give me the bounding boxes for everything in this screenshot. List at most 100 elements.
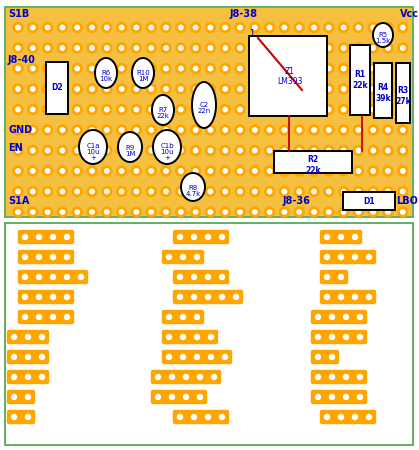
Circle shape (208, 46, 212, 50)
FancyBboxPatch shape (162, 250, 204, 264)
Circle shape (31, 210, 35, 214)
Circle shape (223, 148, 228, 153)
Circle shape (161, 22, 171, 32)
Circle shape (90, 210, 94, 214)
Circle shape (282, 25, 287, 30)
Circle shape (398, 186, 408, 197)
Circle shape (149, 189, 153, 194)
Circle shape (176, 22, 186, 32)
Circle shape (341, 128, 346, 132)
Circle shape (116, 207, 127, 217)
Circle shape (223, 107, 228, 112)
Circle shape (134, 210, 139, 214)
Circle shape (250, 145, 260, 156)
Circle shape (282, 46, 287, 50)
Circle shape (90, 25, 94, 30)
Circle shape (312, 46, 316, 50)
Circle shape (72, 186, 82, 197)
Bar (274, 151, 352, 173)
Circle shape (28, 125, 38, 135)
FancyBboxPatch shape (173, 410, 229, 424)
FancyBboxPatch shape (320, 250, 376, 264)
Text: 1: 1 (249, 30, 255, 39)
Circle shape (75, 107, 79, 112)
Circle shape (31, 148, 35, 153)
Bar (374, 63, 392, 117)
Circle shape (282, 128, 287, 132)
Circle shape (344, 334, 349, 339)
Circle shape (60, 169, 65, 173)
Circle shape (194, 169, 198, 173)
Circle shape (149, 148, 153, 153)
Circle shape (253, 25, 257, 30)
Circle shape (205, 207, 215, 217)
Circle shape (386, 189, 390, 194)
Circle shape (176, 166, 186, 176)
Circle shape (339, 43, 349, 53)
Circle shape (294, 84, 304, 94)
Ellipse shape (192, 82, 216, 128)
Circle shape (116, 22, 127, 32)
Ellipse shape (181, 173, 205, 201)
Ellipse shape (132, 58, 154, 88)
Circle shape (60, 128, 65, 132)
Circle shape (297, 66, 301, 71)
Circle shape (371, 46, 375, 50)
Circle shape (383, 166, 393, 176)
Circle shape (105, 25, 109, 30)
Circle shape (102, 104, 112, 114)
Circle shape (16, 189, 20, 194)
Circle shape (191, 125, 201, 135)
Circle shape (191, 274, 197, 279)
Circle shape (178, 210, 183, 214)
Circle shape (31, 46, 35, 50)
Circle shape (90, 87, 94, 91)
Circle shape (267, 25, 272, 30)
Circle shape (282, 189, 287, 194)
Circle shape (16, 46, 20, 50)
Circle shape (339, 186, 349, 197)
Circle shape (267, 66, 272, 71)
Circle shape (339, 255, 344, 260)
Circle shape (279, 43, 290, 53)
Circle shape (253, 66, 257, 71)
Circle shape (178, 294, 183, 300)
Circle shape (250, 22, 260, 32)
Circle shape (176, 63, 186, 73)
Circle shape (267, 189, 272, 194)
Circle shape (90, 148, 94, 153)
Circle shape (28, 186, 38, 197)
Circle shape (383, 186, 393, 197)
Circle shape (309, 104, 319, 114)
Circle shape (329, 355, 334, 360)
Circle shape (368, 125, 378, 135)
Circle shape (316, 334, 321, 339)
Bar (249, 36, 327, 116)
Circle shape (87, 104, 97, 114)
FancyBboxPatch shape (7, 390, 35, 404)
Text: R4
39k: R4 39k (375, 83, 391, 103)
Circle shape (146, 145, 156, 156)
Circle shape (344, 395, 349, 400)
Circle shape (238, 66, 242, 71)
Circle shape (72, 207, 82, 217)
FancyBboxPatch shape (151, 370, 221, 384)
Circle shape (161, 125, 171, 135)
Circle shape (282, 107, 287, 112)
Circle shape (398, 43, 408, 53)
Circle shape (149, 107, 153, 112)
Circle shape (197, 374, 202, 379)
Circle shape (164, 107, 168, 112)
Circle shape (176, 186, 186, 197)
Circle shape (191, 294, 197, 300)
Circle shape (45, 87, 50, 91)
Circle shape (191, 84, 201, 94)
Circle shape (367, 414, 372, 419)
Circle shape (90, 189, 94, 194)
Circle shape (324, 84, 334, 94)
Circle shape (13, 84, 23, 94)
Circle shape (356, 189, 361, 194)
Circle shape (26, 355, 31, 360)
Circle shape (294, 125, 304, 135)
Circle shape (28, 145, 38, 156)
